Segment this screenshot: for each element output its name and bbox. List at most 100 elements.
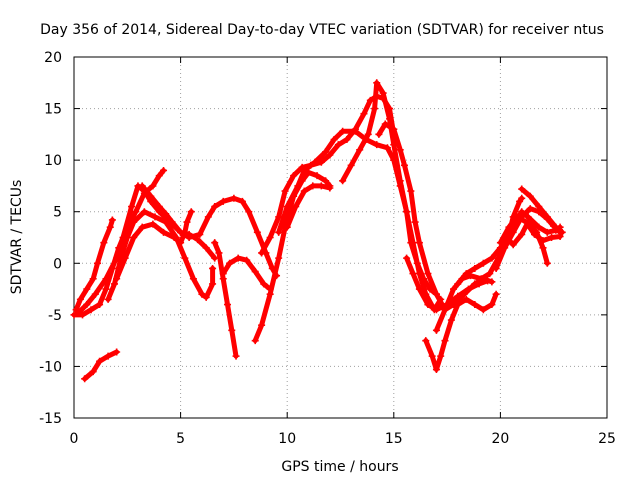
data-point-marker: [356, 146, 364, 154]
data-point-marker: [196, 230, 204, 238]
data-point-marker: [326, 151, 334, 159]
x-tick-label: 15: [385, 431, 403, 447]
data-point-marker: [375, 130, 383, 138]
data-point-marker: [364, 130, 372, 138]
data-point-marker: [447, 316, 455, 324]
data-point-marker: [177, 239, 185, 247]
data-point-marker: [415, 239, 423, 247]
data-point-marker: [215, 249, 223, 257]
data-point-marker: [224, 301, 232, 309]
data-point-marker: [407, 187, 415, 195]
series-track-1: [82, 349, 120, 382]
data-point-marker: [219, 270, 227, 278]
data-point-marker: [96, 357, 104, 365]
data-point-marker: [91, 290, 99, 298]
data-point-marker: [219, 197, 227, 205]
data-point-marker: [168, 218, 176, 226]
data-point-marker: [488, 301, 496, 309]
data-point-marker: [475, 280, 483, 288]
data-point-marker: [400, 161, 408, 169]
data-point-marker: [93, 259, 101, 267]
data-point-marker: [454, 292, 462, 300]
data-point-marker: [366, 96, 374, 104]
data-point-marker: [300, 166, 308, 174]
data-point-marker: [524, 218, 532, 226]
data-point-marker: [535, 203, 543, 211]
data-point-marker: [102, 285, 110, 293]
data-point-marker: [251, 268, 259, 276]
data-point-marker: [317, 158, 325, 166]
data-point-marker: [209, 264, 217, 272]
data-point-marker: [183, 218, 191, 226]
data-point-marker: [409, 270, 417, 278]
series-track-18: [433, 195, 525, 333]
data-point-marker: [104, 352, 112, 360]
data-point-marker: [403, 254, 411, 262]
data-point-marker: [226, 259, 234, 267]
data-point-marker: [462, 295, 470, 303]
data-point-marker: [360, 110, 368, 118]
data-point-marker: [526, 205, 534, 213]
data-point-marker: [471, 264, 479, 272]
data-point-marker: [83, 301, 91, 309]
data-point-marker: [437, 352, 445, 360]
data-point-marker: [155, 203, 163, 211]
data-point-marker: [138, 223, 146, 231]
data-point-marker: [113, 275, 121, 283]
data-point-marker: [204, 213, 212, 221]
data-point-marker: [187, 208, 195, 216]
data-point-marker: [232, 352, 240, 360]
y-tick-label: 0: [53, 256, 62, 272]
data-point-marker: [334, 141, 342, 149]
data-point-marker: [556, 232, 564, 240]
data-point-marker: [211, 203, 219, 211]
data-point-marker: [548, 234, 556, 241]
data-point-marker: [488, 254, 496, 262]
data-point-marker: [283, 203, 291, 211]
y-tick-label: -10: [39, 359, 62, 375]
data-point-marker: [432, 326, 440, 334]
data-point-marker: [238, 197, 246, 205]
x-axis-label: GPS time / hours: [281, 459, 398, 475]
grid-lines: [74, 57, 607, 418]
data-point-marker: [202, 244, 210, 252]
plot-frame: [73, 56, 608, 419]
data-point-marker: [462, 270, 470, 278]
data-point-marker: [149, 220, 157, 228]
data-point-marker: [371, 105, 379, 113]
series-track-19: [455, 209, 563, 287]
data-point-marker: [202, 293, 210, 301]
data-point-marker: [111, 280, 119, 288]
data-point-marker: [162, 218, 170, 226]
data-point-marker: [266, 290, 274, 298]
data-point-marker: [396, 146, 404, 154]
data-point-marker: [130, 218, 138, 226]
data-point-marker: [83, 285, 91, 293]
data-point-marker: [449, 285, 457, 293]
data-point-marker: [106, 223, 114, 231]
data-point-marker: [185, 234, 193, 241]
data-point-marker: [132, 208, 140, 216]
data-point-marker: [266, 234, 274, 241]
data-point-marker: [518, 194, 526, 202]
data-point-marker: [322, 177, 330, 185]
data-point-marker: [513, 213, 521, 221]
data-point-marker: [509, 241, 517, 249]
data-point-marker: [539, 244, 547, 252]
data-point-marker: [479, 306, 487, 314]
data-point-marker: [234, 254, 242, 262]
data-point-marker: [492, 290, 500, 298]
data-point-marker: [89, 275, 97, 283]
y-axis-label: SDTVAR / TECUs: [9, 180, 25, 295]
data-point-marker: [381, 120, 389, 128]
data-point-marker: [181, 254, 189, 262]
chart-title: Day 356 of 2014, Sidereal Day-to-day VTE…: [40, 22, 604, 38]
data-point-marker: [373, 79, 381, 87]
data-point-marker: [260, 280, 268, 288]
data-point-marker: [552, 223, 560, 231]
data-point-marker: [251, 337, 259, 345]
data-point-marker: [245, 208, 253, 216]
data-point-marker: [484, 277, 492, 285]
y-tick-label: 5: [53, 205, 62, 221]
